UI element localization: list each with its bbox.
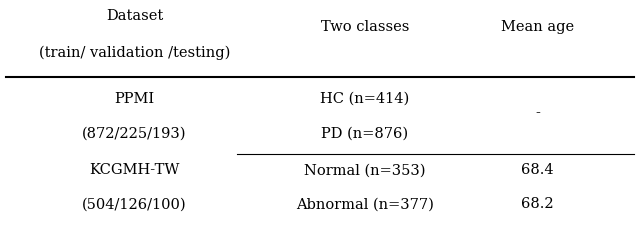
Text: Dataset: Dataset: [106, 9, 163, 23]
Text: (train/ validation /testing): (train/ validation /testing): [38, 45, 230, 60]
Text: 68.4: 68.4: [522, 163, 554, 178]
Text: PPMI: PPMI: [115, 92, 154, 106]
Text: KCGMH-TW: KCGMH-TW: [89, 163, 180, 178]
Text: Two classes: Two classes: [321, 20, 409, 34]
Text: -: -: [535, 106, 540, 121]
Text: (504/126/100): (504/126/100): [82, 197, 187, 212]
Text: 68.2: 68.2: [522, 197, 554, 212]
Text: Mean age: Mean age: [501, 20, 574, 34]
Text: Normal (n=353): Normal (n=353): [304, 163, 426, 178]
Text: (872/225/193): (872/225/193): [82, 127, 187, 141]
Text: PD (n=876): PD (n=876): [321, 127, 408, 141]
Text: HC (n=414): HC (n=414): [320, 92, 410, 106]
Text: Abnormal (n=377): Abnormal (n=377): [296, 197, 434, 212]
